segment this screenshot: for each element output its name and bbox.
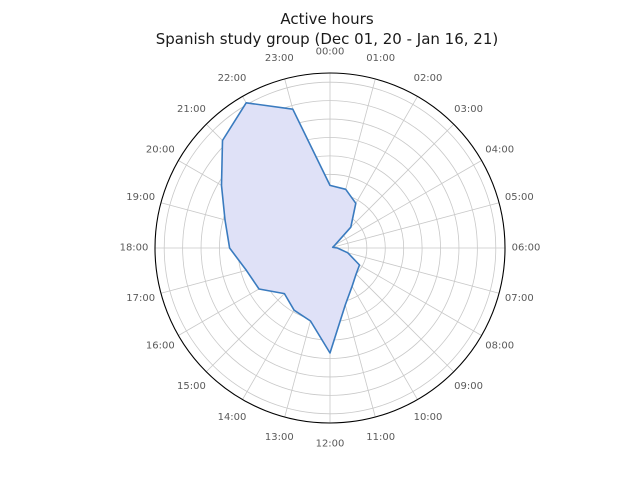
hour-tick-label-1100: 11:00 bbox=[366, 432, 395, 443]
chart-title: Active hours bbox=[280, 10, 374, 28]
hour-tick-label-1600: 16:00 bbox=[146, 341, 175, 352]
hour-tick-label-1800: 18:00 bbox=[120, 243, 149, 254]
hour-tick-label-1700: 17:00 bbox=[126, 293, 155, 304]
hour-tick-label-0100: 01:00 bbox=[366, 53, 395, 64]
hour-tick-label-0500: 05:00 bbox=[505, 192, 534, 203]
activity-polygon bbox=[220, 102, 361, 354]
hour-tick-label-1500: 15:00 bbox=[177, 381, 206, 392]
hour-tick-label-0800: 08:00 bbox=[485, 341, 514, 352]
active-hours-series bbox=[220, 102, 361, 354]
hour-tick-label-2300: 23:00 bbox=[265, 53, 294, 64]
hour-tick-label-1300: 13:00 bbox=[265, 432, 294, 443]
grid-spoke bbox=[329, 247, 500, 294]
grid-spoke bbox=[329, 160, 482, 249]
hour-tick-label-0400: 04:00 bbox=[485, 145, 514, 156]
hour-tick-label-0200: 02:00 bbox=[414, 73, 443, 84]
hour-tick-label-1400: 14:00 bbox=[218, 412, 247, 423]
hour-tick-label-0700: 07:00 bbox=[505, 293, 534, 304]
polar-outline bbox=[154, 72, 506, 424]
hour-tick-label-1000: 10:00 bbox=[414, 412, 443, 423]
hour-tick-label-1200: 12:00 bbox=[316, 439, 345, 450]
hour-tick-label-2100: 21:00 bbox=[177, 104, 206, 115]
hour-tick-label-2000: 20:00 bbox=[146, 145, 175, 156]
hour-tick-label-0000: 00:00 bbox=[316, 47, 345, 58]
hour-tick-label-0300: 03:00 bbox=[454, 104, 483, 115]
hour-tick-label-0600: 06:00 bbox=[512, 243, 541, 254]
chart-subtitle: Spanish study group (Dec 01, 20 - Jan 16… bbox=[156, 30, 498, 48]
grid-spoke bbox=[329, 202, 500, 249]
hour-tick-label-2200: 22:00 bbox=[218, 73, 247, 84]
hour-tick-labels: 00:00 01:00 02:00 03:00 04:00 05:00 06:00 07:00… bbox=[120, 47, 541, 450]
hour-tick-label-1900: 19:00 bbox=[126, 192, 155, 203]
hour-tick-label-0900: 09:00 bbox=[454, 381, 483, 392]
